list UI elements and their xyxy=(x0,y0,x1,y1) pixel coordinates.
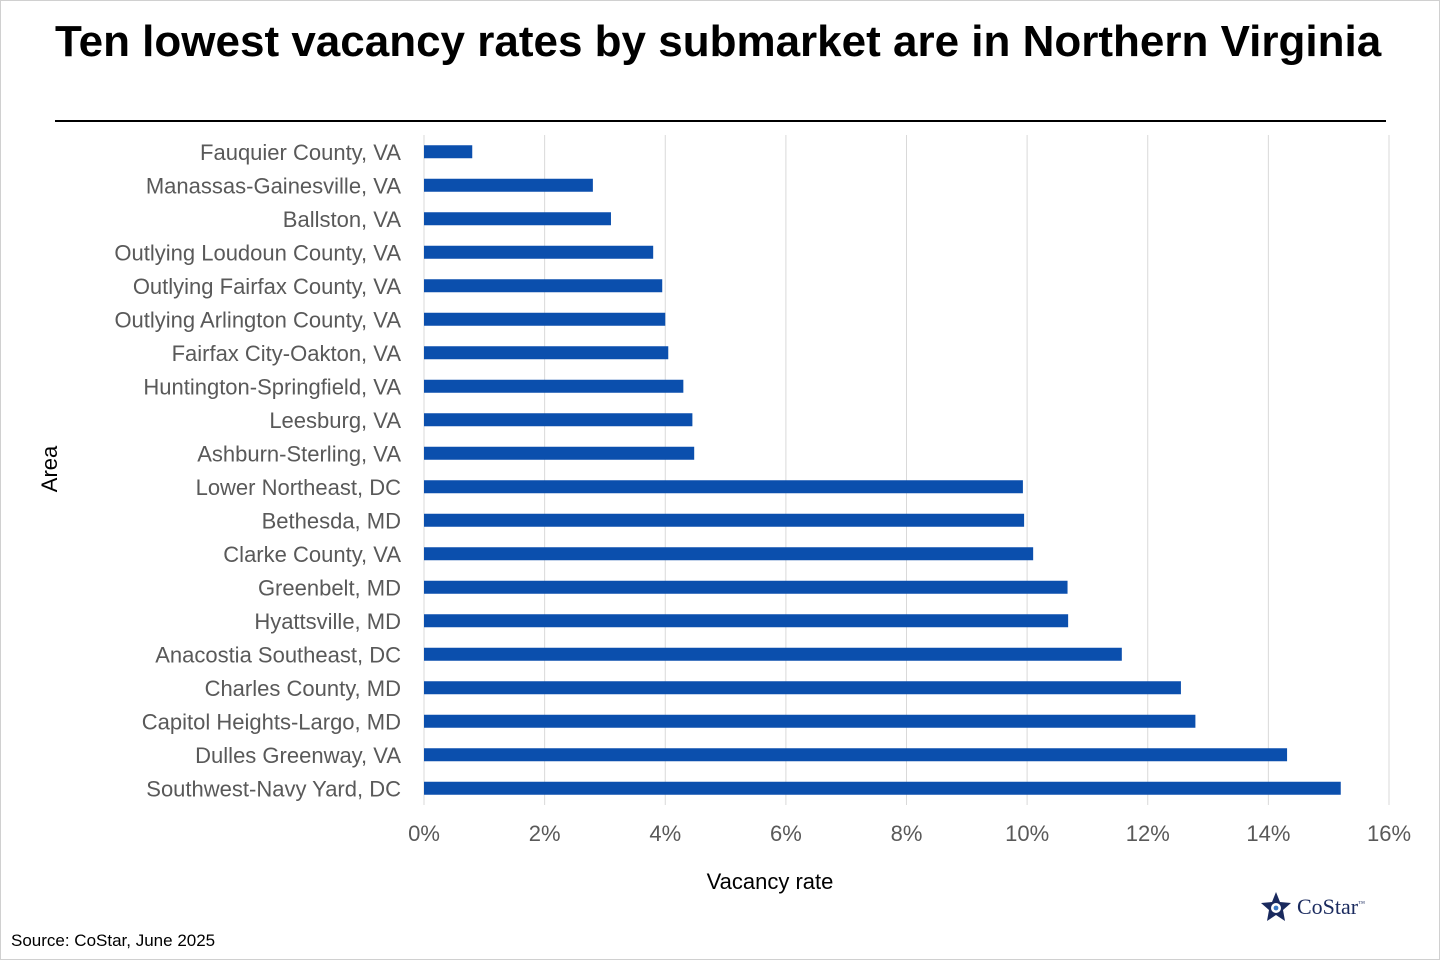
category-label: Huntington-Springfield, VA xyxy=(143,374,401,399)
bar xyxy=(424,245,654,259)
category-label: Anacostia Southeast, DC xyxy=(155,642,401,667)
category-label: Fauquier County, VA xyxy=(200,140,401,165)
category-label: Ashburn-Sterling, VA xyxy=(197,441,401,466)
category-label: Southwest-Navy Yard, DC xyxy=(146,776,401,801)
bar xyxy=(424,279,663,293)
x-tick-label: 14% xyxy=(1246,821,1290,846)
bar xyxy=(424,748,1288,762)
chart-title: Ten lowest vacancy rates by submarket ar… xyxy=(55,17,1382,66)
bar xyxy=(424,346,669,360)
bar xyxy=(424,178,593,192)
title-divider xyxy=(55,120,1386,122)
bar xyxy=(424,547,1034,561)
category-label: Leesburg, VA xyxy=(269,408,401,433)
category-label: Dulles Greenway, VA xyxy=(195,743,401,768)
bar xyxy=(424,714,1196,728)
bar xyxy=(424,212,611,226)
category-label: Outlying Arlington County, VA xyxy=(114,307,401,332)
category-label: Fairfax City-Oakton, VA xyxy=(172,341,402,366)
bar xyxy=(424,413,693,427)
bar xyxy=(424,647,1122,661)
x-tick-label: 16% xyxy=(1367,821,1411,846)
category-label: Bethesda, MD xyxy=(262,508,401,533)
bar xyxy=(424,145,473,159)
x-tick-label: 12% xyxy=(1126,821,1170,846)
bar xyxy=(424,312,666,326)
costar-star-icon xyxy=(1261,892,1291,921)
costar-logo: CoStar™ xyxy=(1260,890,1365,924)
bar xyxy=(424,781,1341,795)
x-tick-label: 6% xyxy=(770,821,802,846)
source-note: Source: CoStar, June 2025 xyxy=(11,931,216,950)
category-label: Greenbelt, MD xyxy=(258,575,401,600)
bar xyxy=(424,681,1181,695)
y-axis-title: Area xyxy=(37,445,62,492)
bar xyxy=(424,480,1023,494)
x-tick-label: 4% xyxy=(649,821,681,846)
category-label: Clarke County, VA xyxy=(223,542,401,567)
x-tick-label: 2% xyxy=(529,821,561,846)
bar xyxy=(424,446,695,460)
bar xyxy=(424,580,1068,594)
x-tick-label: 10% xyxy=(1005,821,1049,846)
category-label: Outlying Loudoun County, VA xyxy=(114,240,401,265)
bar xyxy=(424,513,1025,527)
category-label: Hyattsville, MD xyxy=(254,609,401,634)
category-label: Manassas-Gainesville, VA xyxy=(146,173,401,198)
category-label: Outlying Fairfax County, VA xyxy=(133,274,402,299)
category-label: Lower Northeast, DC xyxy=(196,475,402,500)
logo-wordmark: CoStar™ xyxy=(1297,894,1365,920)
bar xyxy=(424,614,1069,628)
logo-trademark: ™ xyxy=(1358,899,1365,908)
logo-name: CoStar xyxy=(1297,894,1359,919)
category-label: Ballston, VA xyxy=(283,207,402,232)
category-label: Capitol Heights-Largo, MD xyxy=(142,709,401,734)
x-axis-title: Vacancy rate xyxy=(707,869,834,894)
bar xyxy=(424,379,684,393)
x-tick-label: 8% xyxy=(891,821,923,846)
x-tick-label: 0% xyxy=(408,821,440,846)
category-label: Charles County, MD xyxy=(205,676,401,701)
